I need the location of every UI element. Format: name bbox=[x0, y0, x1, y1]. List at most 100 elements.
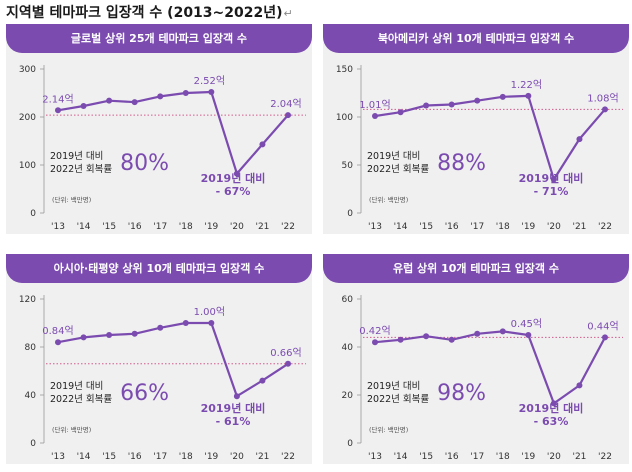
data-point bbox=[131, 330, 138, 337]
recovery-label-line2: 2022년 회복률 bbox=[367, 164, 430, 175]
unit-note: (단위: 백만명) bbox=[52, 426, 92, 434]
x-tick-label: '18 bbox=[179, 452, 193, 462]
x-tick-label: '17 bbox=[153, 452, 167, 462]
x-tick-label: '20 bbox=[547, 452, 561, 462]
x-tick-label: '14 bbox=[394, 222, 408, 232]
x-tick-label: '18 bbox=[496, 452, 510, 462]
recovery-label-line1: 2019년 대비 bbox=[50, 381, 104, 392]
x-tick-label: '19 bbox=[521, 452, 535, 462]
y-tick-label: 120 bbox=[19, 295, 36, 305]
y-tick-label: 0 bbox=[347, 209, 353, 219]
x-tick-label: '13 bbox=[368, 452, 382, 462]
data-point bbox=[259, 141, 266, 148]
y-tick-label: 40 bbox=[25, 391, 37, 401]
series-line bbox=[57, 90, 289, 175]
data-point bbox=[157, 93, 164, 100]
chart-panel-north-america: 북아메리카 상위 10개 테마파크 입장객 수 0 50 100 150 '13 '14 '… bbox=[323, 24, 629, 234]
y-tick-label: 40 bbox=[342, 343, 354, 353]
drop-annotation: 2019년 대비 - 67% bbox=[193, 172, 273, 198]
drop-label: 2019년 대비 bbox=[200, 402, 266, 415]
data-point bbox=[499, 93, 506, 100]
x-tick-label: '17 bbox=[153, 222, 167, 232]
x-tick-label: '21 bbox=[572, 222, 586, 232]
data-point bbox=[208, 320, 215, 326]
x-tick-label: '21 bbox=[255, 452, 269, 462]
paragraph-return-icon: ↵ bbox=[283, 7, 293, 20]
drop-label: 2019년 대비 bbox=[200, 172, 266, 185]
chart-title: 유럽 상위 10개 테마파크 입장객 수 bbox=[323, 254, 629, 283]
x-tick-label: '14 bbox=[77, 222, 91, 232]
data-point bbox=[131, 99, 138, 106]
y-tick-label: 60 bbox=[342, 295, 354, 305]
data-point bbox=[259, 377, 266, 384]
data-point bbox=[474, 97, 481, 104]
data-label: 0.84억 bbox=[42, 325, 73, 337]
data-point bbox=[157, 324, 164, 331]
x-tick-label: '16 bbox=[445, 222, 459, 232]
drop-annotation: 2019년 대비 - 63% bbox=[511, 402, 591, 428]
chart-panel-asia-pacific: 아시아·태평양 상위 10개 테마파크 입장객 수 0 40 80 120 '13 '14… bbox=[6, 254, 312, 464]
y-tick-label: 0 bbox=[30, 439, 36, 449]
x-tick-label: '15 bbox=[102, 222, 116, 232]
page-title: 지역별 테마파크 입장객 수 (2013~2022년)↵ bbox=[6, 2, 293, 22]
y-tick-label: 80 bbox=[25, 343, 37, 353]
y-tick-label: 0 bbox=[30, 209, 36, 219]
x-tick-label: '18 bbox=[496, 222, 510, 232]
chart-panel-global: 글로벌 상위 25개 테마파크 입장객 수 0 100 200 300 '13 '14 '1… bbox=[6, 24, 312, 234]
data-label: 0.44억 bbox=[587, 320, 618, 332]
recovery-label-line2: 2022년 회복률 bbox=[50, 394, 113, 405]
x-tick-label: '13 bbox=[368, 222, 382, 232]
y-tick-label: 100 bbox=[19, 161, 36, 171]
data-point bbox=[182, 320, 189, 326]
data-point bbox=[525, 92, 532, 99]
data-point bbox=[576, 136, 583, 143]
data-point bbox=[285, 112, 291, 119]
data-point bbox=[182, 90, 189, 96]
data-point bbox=[233, 170, 240, 177]
data-point bbox=[208, 89, 215, 96]
recovery-label-line1: 2019년 대비 bbox=[367, 151, 421, 162]
y-tick-label: 20 bbox=[342, 391, 354, 401]
x-tick-label: '21 bbox=[572, 452, 586, 462]
recovery-label: 2019년 대비 2022년 회복률 bbox=[50, 380, 112, 406]
data-point bbox=[576, 382, 583, 389]
data-point bbox=[285, 360, 291, 367]
line-chart-europe: 0 20 40 60 '13 '14 '15 '16 '17 '18 '19 '20 '21 '22 0.4… bbox=[342, 295, 623, 462]
recovery-annotation: 2019년 대비 2022년 회복률 98% bbox=[367, 380, 486, 406]
data-point bbox=[423, 102, 430, 109]
data-label: 0.45억 bbox=[511, 318, 542, 330]
series-line bbox=[57, 321, 289, 398]
recovery-value: 80% bbox=[120, 150, 170, 176]
data-point bbox=[106, 97, 113, 104]
x-tick-label: '17 bbox=[470, 452, 484, 462]
data-label: 1.01억 bbox=[359, 99, 390, 111]
unit-note: (단위: 백만명) bbox=[369, 426, 409, 434]
data-point bbox=[550, 176, 557, 183]
series-line bbox=[374, 94, 606, 181]
chart-title: 글로벌 상위 25개 테마파크 입장객 수 bbox=[6, 24, 312, 53]
data-point bbox=[602, 334, 608, 341]
y-tick-label: 150 bbox=[336, 65, 353, 75]
chart-title: 북아메리카 상위 10개 테마파크 입장객 수 bbox=[323, 24, 629, 53]
data-label: 1.00억 bbox=[194, 306, 225, 318]
drop-label: 2019년 대비 bbox=[518, 172, 584, 185]
data-point bbox=[372, 113, 378, 120]
x-tick-label: '18 bbox=[179, 222, 193, 232]
chart-title: 아시아·태평양 상위 10개 테마파크 입장객 수 bbox=[6, 254, 312, 283]
x-tick-label: '20 bbox=[230, 452, 244, 462]
recovery-value: 88% bbox=[437, 150, 487, 176]
x-tick-label: '20 bbox=[230, 222, 244, 232]
drop-annotation: 2019년 대비 - 61% bbox=[193, 402, 273, 428]
data-point bbox=[106, 332, 113, 338]
x-tick-label: '15 bbox=[419, 222, 433, 232]
x-tick-label: '19 bbox=[204, 222, 218, 232]
series-line bbox=[374, 330, 606, 405]
x-tick-label: '22 bbox=[598, 222, 612, 232]
recovery-label-line2: 2022년 회복률 bbox=[367, 394, 430, 405]
x-tick-label: '22 bbox=[281, 452, 295, 462]
x-tick-label: '19 bbox=[521, 222, 535, 232]
data-point bbox=[602, 106, 608, 113]
data-point bbox=[448, 336, 455, 343]
recovery-label: 2019년 대비 2022년 회복률 bbox=[50, 150, 112, 176]
recovery-label-line1: 2019년 대비 bbox=[367, 381, 421, 392]
